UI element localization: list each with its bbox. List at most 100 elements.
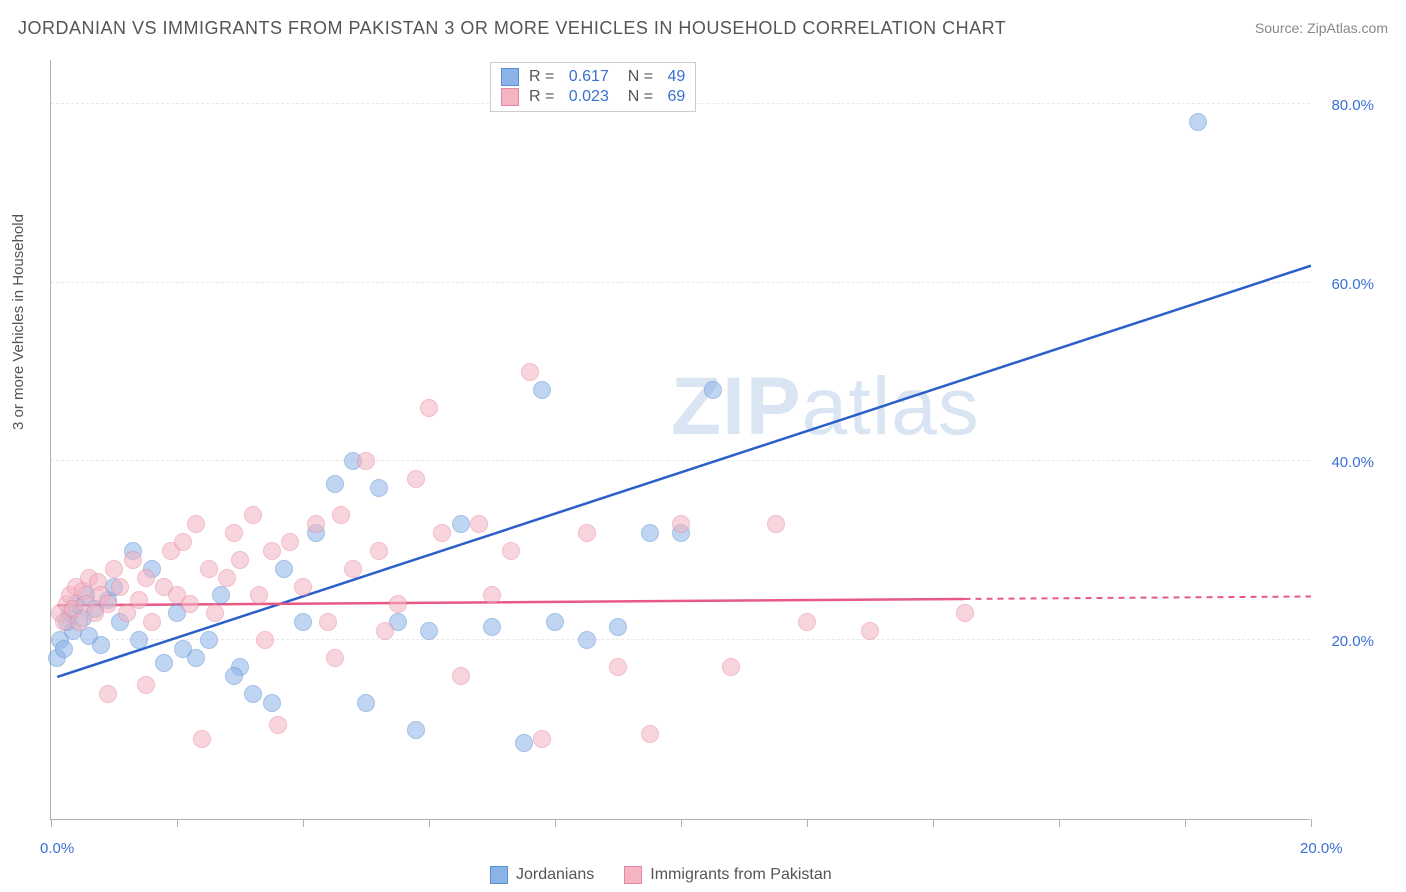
scatter-point [212,586,230,604]
scatter-point [55,640,73,658]
scatter-point [218,569,236,587]
stats-row: R = 0.617 N = 49 [501,67,685,87]
legend-label: Jordanians [516,866,594,884]
scatter-point [344,560,362,578]
scatter-point [137,569,155,587]
x-tick [429,819,430,827]
trend-line [57,266,1311,677]
stat-n-label: N = [619,68,658,86]
x-tick [1311,819,1312,827]
stat-n-label: N = [619,88,658,106]
scatter-point [99,685,117,703]
gridline [51,460,1310,461]
scatter-point [294,578,312,596]
stat-r-label: R = [529,68,559,86]
x-tick [303,819,304,827]
y-tick-label: 20.0% [1331,633,1374,650]
scatter-point [225,667,243,685]
scatter-point [420,622,438,640]
scatter-point [641,524,659,542]
plot-area: ZIPatlas 20.0%40.0%60.0%80.0% [50,60,1310,820]
legend-item: Jordanians [490,866,594,884]
scatter-point [187,649,205,667]
x-tick [177,819,178,827]
stats-legend-box: R = 0.617 N = 49R = 0.023 N = 69 [490,62,696,112]
scatter-point [92,636,110,654]
trend-svg [51,60,1311,820]
scatter-point [200,631,218,649]
gridline [51,639,1310,640]
y-tick-label: 60.0% [1331,276,1374,293]
x-tick [1059,819,1060,827]
series-swatch [501,88,519,106]
x-tick [51,819,52,827]
scatter-point [206,604,224,622]
scatter-point [181,595,199,613]
scatter-point [407,470,425,488]
scatter-point [704,381,722,399]
scatter-point [798,613,816,631]
stat-n-value: 69 [668,88,686,106]
scatter-point [99,595,117,613]
x-tick-label-min: 0.0% [40,840,74,857]
scatter-point [105,560,123,578]
scatter-point [326,475,344,493]
scatter-point [231,551,249,569]
scatter-point [319,613,337,631]
scatter-point [326,649,344,667]
scatter-point [187,515,205,533]
scatter-point [294,613,312,631]
scatter-point [244,685,262,703]
scatter-point [767,515,785,533]
scatter-point [256,631,274,649]
scatter-point [515,734,533,752]
y-tick-label: 40.0% [1331,454,1374,471]
gridline [51,282,1310,283]
legend-item: Immigrants from Pakistan [624,866,831,884]
scatter-point [502,542,520,560]
scatter-point [533,381,551,399]
watermark-bold: ZIP [671,361,802,452]
scatter-point [225,524,243,542]
scatter-point [470,515,488,533]
y-tick-label: 80.0% [1331,97,1374,114]
scatter-point [130,591,148,609]
chart-title: JORDANIAN VS IMMIGRANTS FROM PAKISTAN 3 … [18,18,1006,39]
scatter-point [533,730,551,748]
scatter-point [483,618,501,636]
scatter-point [1189,113,1207,131]
scatter-point [609,658,627,676]
scatter-point [370,542,388,560]
x-tick-label-max: 20.0% [1300,840,1343,857]
scatter-point [389,595,407,613]
scatter-point [263,694,281,712]
scatter-point [263,542,281,560]
watermark: ZIPatlas [671,360,980,454]
stats-row: R = 0.023 N = 69 [501,87,685,107]
x-tick [1185,819,1186,827]
scatter-point [956,604,974,622]
scatter-point [357,694,375,712]
scatter-point [111,578,129,596]
x-tick [807,819,808,827]
source-label: Source: ZipAtlas.com [1255,20,1388,36]
trend-line-dashed [965,596,1312,598]
scatter-point [546,613,564,631]
series-swatch [624,866,642,884]
scatter-point [641,725,659,743]
scatter-point [200,560,218,578]
scatter-point [275,560,293,578]
series-swatch [501,68,519,86]
scatter-point [193,730,211,748]
stat-n-value: 49 [668,68,686,86]
legend-label: Immigrants from Pakistan [650,866,831,884]
scatter-point [130,631,148,649]
scatter-point [174,533,192,551]
bottom-legend: Jordanians Immigrants from Pakistan [490,866,832,884]
scatter-point [433,524,451,542]
x-tick [555,819,556,827]
scatter-point [672,515,690,533]
scatter-point [609,618,627,636]
scatter-point [370,479,388,497]
scatter-point [250,586,268,604]
